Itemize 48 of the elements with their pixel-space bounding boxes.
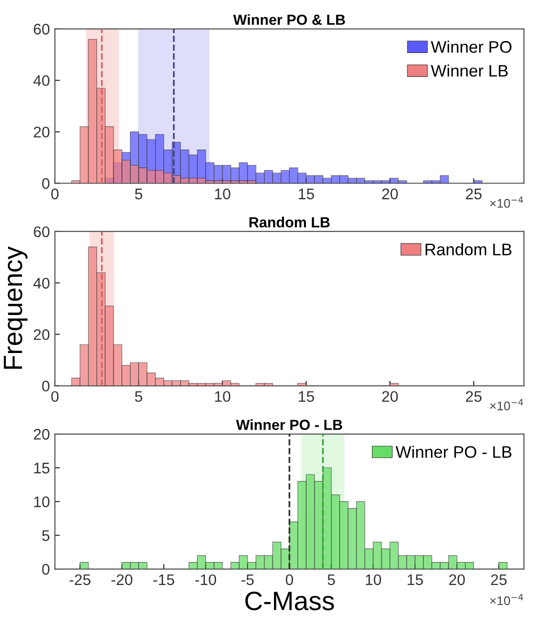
x-axis-title: C-Mass	[245, 592, 334, 610]
chart-title: Random LB	[249, 216, 330, 228]
y-tick-label: 20	[34, 126, 50, 138]
x-tick-label: 20	[382, 391, 398, 402]
x-tick-label: 15	[298, 391, 314, 402]
y-tick-label: 40	[33, 278, 50, 289]
chart-title: Winner PO - LB	[236, 419, 342, 430]
y-tick-label: 40	[33, 75, 50, 86]
x-tick-label: 0	[286, 574, 294, 586]
x-tick-label: -15	[153, 574, 174, 586]
x-tick-label: -25	[70, 574, 90, 586]
x-tick-label: 25	[466, 188, 482, 200]
y-tick-label: 0	[42, 380, 50, 392]
x-tick-label: 0	[51, 391, 59, 402]
x-tick-label: 5	[135, 188, 142, 200]
x-tick-label: 5	[135, 391, 142, 402]
x-tick-label: 25	[466, 391, 482, 402]
y-tick-label: 20	[34, 329, 50, 340]
legend-label: Winner PO	[430, 40, 512, 53]
x-tick-label: 10	[366, 574, 382, 586]
y-tick-label: 60	[34, 226, 50, 238]
x-tick-label: -10	[195, 574, 216, 586]
legend-label: Winner PO - LB	[396, 446, 512, 458]
y-tick-label: 10	[34, 496, 50, 508]
chart-title: Winner PO & LB	[233, 14, 345, 25]
x-tick-label: 5	[328, 574, 335, 586]
y-axis-title: Frequency	[4, 246, 28, 369]
x-tick-label: 15	[298, 188, 314, 200]
text: ×10$^{−4}$	[490, 399, 524, 410]
x-tick-label: 20	[382, 188, 398, 200]
y-tick-label: 20	[34, 428, 50, 440]
x-tick-label: 0	[51, 188, 59, 200]
x-tick-label: 20	[449, 574, 465, 586]
text: ×10$^{−4}$	[490, 196, 524, 208]
y-tick-label: 5	[42, 530, 50, 541]
y-tick-label: 15	[34, 462, 50, 474]
x-tick-label: -5	[241, 574, 254, 586]
legend-label: Random LB	[426, 243, 512, 256]
x-tick-label: 10	[215, 188, 230, 200]
y-tick-label: 0	[42, 178, 50, 189]
x-tick-label: -20	[112, 574, 132, 586]
x-tick-label: 10	[215, 391, 230, 402]
y-tick-label: 60	[34, 24, 50, 35]
x-tick-label: 25	[491, 574, 507, 586]
y-tick-label: 0	[42, 564, 50, 575]
x-tick-label: 15	[408, 574, 423, 586]
legend-label: Winner LB	[430, 64, 508, 77]
text: ×10$^{−4}$	[490, 594, 524, 606]
